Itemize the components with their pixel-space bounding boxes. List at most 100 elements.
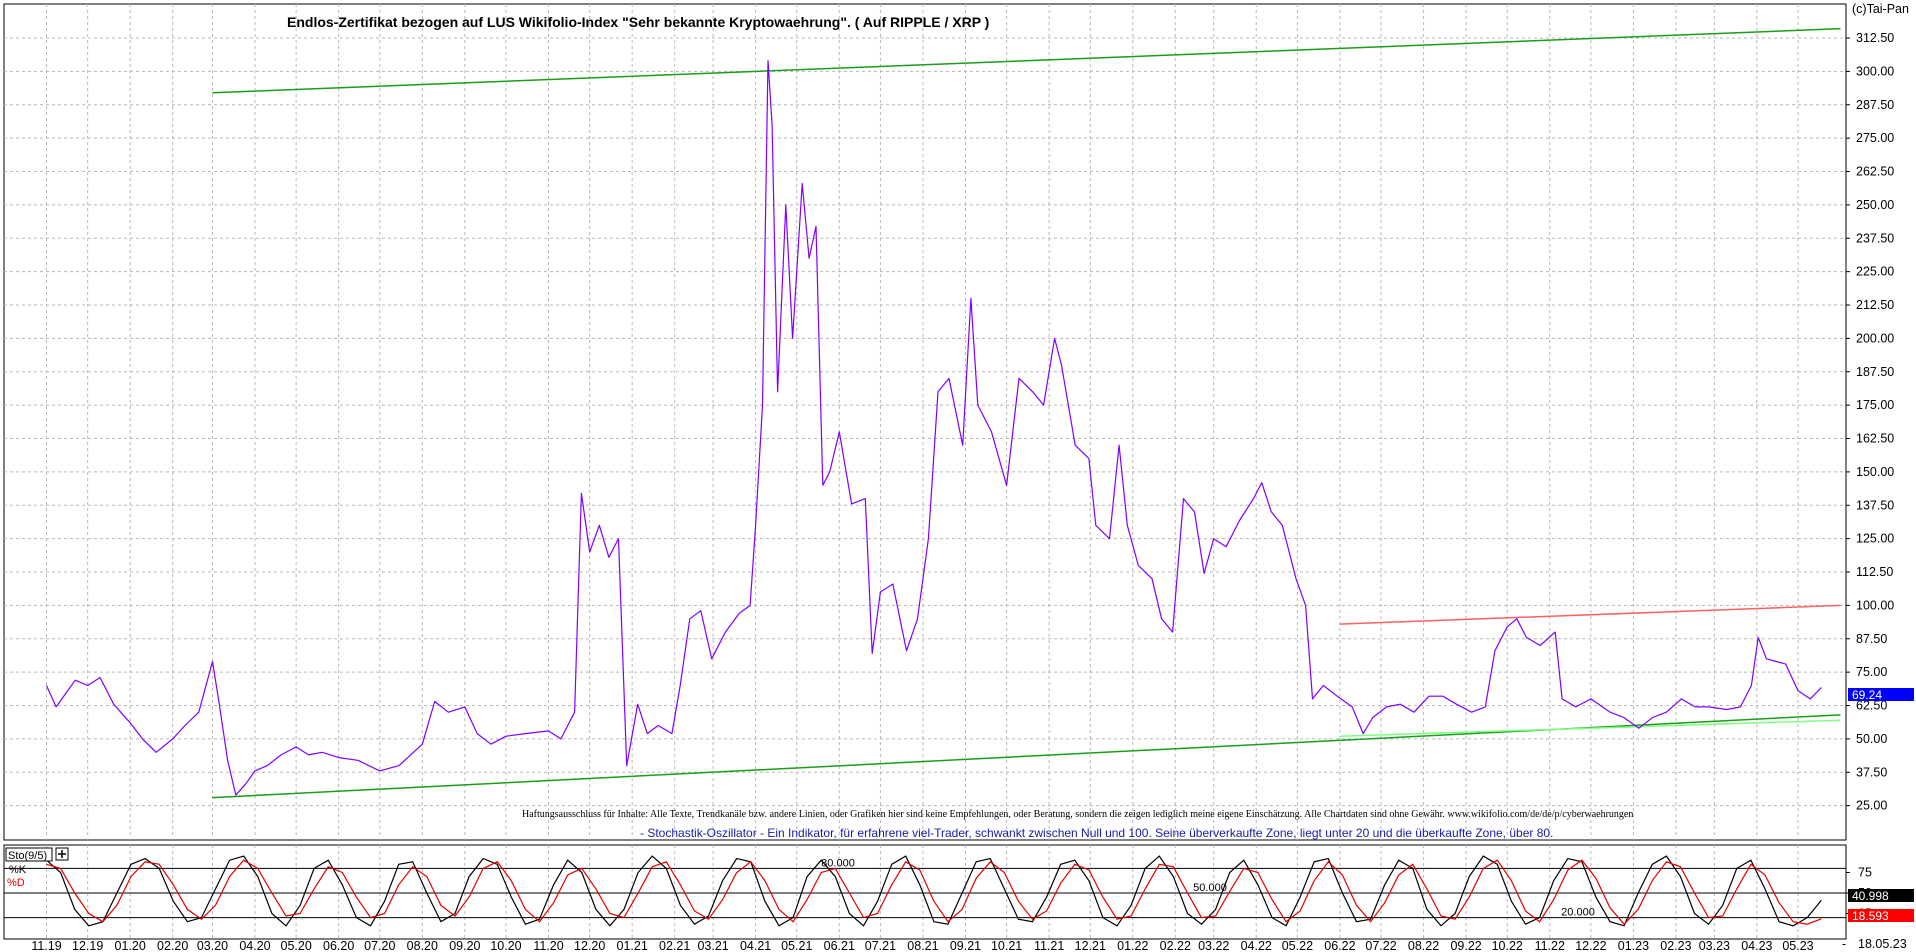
end-date-label: 18.05.23 [1858, 937, 1907, 951]
x-tick-label: 03.20 [197, 939, 228, 952]
x-tick-label: 10.20 [490, 939, 521, 952]
y-tick-label: 137.50 [1856, 498, 1894, 512]
grid [4, 4, 1846, 939]
x-tick-label: 08.22 [1408, 939, 1439, 952]
stoch-line-d [46, 859, 1822, 926]
legend-k: %K [9, 864, 27, 876]
plus-icon [58, 850, 66, 858]
x-tick-label: 10.21 [991, 939, 1022, 952]
y-tick-label: 237.50 [1856, 231, 1894, 245]
x-tick-label: 05.23 [1782, 939, 1813, 952]
y-tick-label: 25.00 [1856, 799, 1887, 813]
y-tick-label: 187.50 [1856, 365, 1894, 379]
x-tick-label: 12.22 [1575, 939, 1606, 952]
k-value-badge [1848, 889, 1914, 902]
y-tick-label: 100.00 [1856, 598, 1894, 612]
x-tick-label: 07.21 [865, 939, 896, 952]
x-tick-label: 03.22 [1198, 939, 1229, 952]
y-tick-label: 287.50 [1856, 98, 1894, 112]
y-tick-label: 175.00 [1856, 398, 1894, 412]
oscillator-panel-frame [3, 844, 1847, 940]
last-price-badge [1848, 688, 1914, 701]
x-tick-label: 04.21 [740, 939, 771, 952]
copyright-label: (c)Tai-Pan [1852, 2, 1909, 16]
d-value: 18.593 [1852, 909, 1889, 923]
x-tick-label: 11.20 [533, 939, 563, 952]
chart-title: Endlos-Zertifikat bezogen auf LUS Wikifo… [287, 14, 989, 30]
x-tick-label: 12.19 [72, 939, 103, 952]
x-tick-label: 05.20 [281, 939, 312, 952]
x-tick-label: 11.22 [1535, 939, 1565, 952]
x-tick-label: 11.21 [1034, 939, 1064, 952]
disclaimer-text: Haftungsausschluss für Inhalte: Alle Tex… [522, 809, 1633, 820]
y-tick-label: 212.50 [1856, 298, 1894, 312]
x-tick-label: 08.21 [907, 939, 938, 952]
x-tick-label: 09.21 [950, 939, 981, 952]
x-tick-label: 04.23 [1741, 939, 1772, 952]
x-tick-label: 09.20 [449, 939, 480, 952]
x-tick-label: 11.19 [31, 939, 61, 952]
y-tick-label: 112.50 [1856, 565, 1893, 579]
y-tick-label: 150.00 [1856, 465, 1894, 479]
x-tick-label: 02.22 [1160, 939, 1191, 952]
y-tick-label: 87.50 [1856, 632, 1887, 646]
x-tick-label: 02.20 [157, 939, 188, 952]
x-tick-label: 01.21 [617, 939, 648, 952]
oscillator-title-box[interactable] [5, 847, 53, 862]
y-tick-label: 37.50 [1856, 765, 1887, 779]
osc-y-tick-label: 75 [1858, 866, 1872, 880]
x-tick-label: 06.21 [824, 939, 855, 952]
x-tick-label: 04.22 [1241, 939, 1272, 952]
trendline[interactable] [1339, 604, 1841, 625]
y-tick-label: 250.00 [1856, 198, 1894, 212]
y-tick-label: 125.00 [1856, 532, 1894, 546]
y-tick-label: 62.50 [1856, 699, 1887, 713]
x-tick-label: 07.20 [364, 939, 395, 952]
osc-level-label: 20.000 [1561, 907, 1595, 919]
osc-level-label: 80.000 [821, 857, 855, 869]
axis-dash: - [1842, 937, 1846, 951]
y-tick-label: 312.50 [1856, 31, 1894, 45]
last-price-value: 69.24 [1852, 688, 1882, 702]
x-tick-label: 05.22 [1282, 939, 1313, 952]
y-tick-label: 200.00 [1856, 331, 1894, 345]
x-tick-label: 04.20 [239, 939, 270, 952]
y-tick-label: 262.50 [1856, 165, 1894, 179]
x-tick-label: 12.20 [574, 939, 605, 952]
date-x-axis: 11.19 12.19 01.20 02.20 03.20 04.20 05.20 06.20… [31, 939, 1813, 952]
price-line [45, 60, 1822, 796]
x-tick-label: 08.20 [407, 939, 438, 952]
trendline[interactable] [1339, 719, 1841, 737]
x-tick-label: 09.22 [1450, 939, 1481, 952]
y-tick-label: 50.00 [1856, 732, 1887, 746]
price-panel-frame [3, 3, 1847, 841]
legend-d: %D [7, 877, 25, 889]
x-tick-label: 12.21 [1075, 939, 1106, 952]
y-tick-label: 225.00 [1856, 265, 1894, 279]
y-tick-label: 162.50 [1856, 432, 1894, 446]
x-tick-label: 05.21 [781, 939, 812, 952]
x-tick-label: 02.23 [1660, 939, 1691, 952]
oscillator-title: Sto(9/5) [8, 850, 47, 862]
y-tick-label: 300.00 [1856, 64, 1894, 78]
x-tick-label: 07.22 [1365, 939, 1396, 952]
x-tick-label: 01.22 [1117, 939, 1148, 952]
trendlines [212, 27, 1841, 799]
k-value: 40.998 [1852, 889, 1889, 903]
d-value-badge [1848, 909, 1914, 922]
x-tick-label: 06.22 [1324, 939, 1355, 952]
stoch-line-k [46, 855, 1822, 927]
y-tick-label: 75.00 [1856, 665, 1887, 679]
oscillator-note: - Stochastik-Oszillator - Ein Indikator,… [640, 826, 1553, 840]
x-tick-label: 10.22 [1492, 939, 1523, 952]
x-tick-label: 03.23 [1699, 939, 1730, 952]
x-tick-label: 01.23 [1618, 939, 1649, 952]
x-tick-label: 03.21 [697, 939, 728, 952]
trendline[interactable] [212, 27, 1841, 94]
osc-level-label: 50.000 [1193, 882, 1227, 894]
y-tick-label: 275.00 [1856, 131, 1894, 145]
x-tick-label: 02.21 [659, 939, 690, 952]
price-y-axis: 312.50 300.00 287.50 275.00 262.50 250.00 237.… [1846, 31, 1894, 813]
